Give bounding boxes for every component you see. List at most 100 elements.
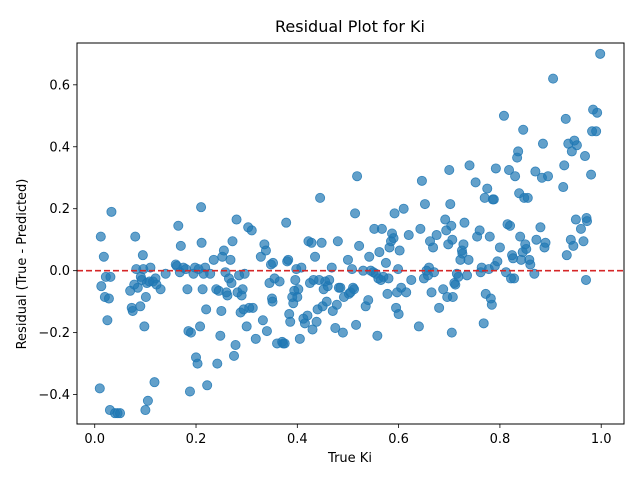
- scatter-point: [446, 220, 457, 231]
- scatter-point: [490, 163, 501, 174]
- scatter-point: [428, 242, 439, 253]
- scatter-point: [95, 231, 106, 242]
- scatter-point: [331, 299, 342, 310]
- scatter-point: [342, 254, 353, 265]
- scatter-point: [145, 262, 156, 273]
- scatter-point: [479, 192, 490, 203]
- scatter-point: [586, 169, 597, 180]
- scatter-point: [540, 237, 551, 248]
- scatter-point: [335, 282, 346, 293]
- scatter-point: [330, 322, 341, 333]
- y-axis-ticks: −0.4 −0.2 0.0 0.2 0.4 0.6: [38, 78, 77, 403]
- scatter-point: [513, 146, 524, 157]
- scatter-point: [488, 194, 499, 205]
- scatter-point: [537, 138, 548, 149]
- scatter-point: [140, 291, 151, 302]
- scatter-point: [474, 225, 485, 236]
- scatter-point: [195, 321, 206, 332]
- scatter-point: [257, 315, 268, 326]
- scatter-point: [230, 340, 241, 351]
- scatter-point: [446, 327, 457, 338]
- x-tick-label: 0.0: [84, 432, 105, 447]
- scatter-point: [509, 273, 520, 284]
- y-tick-label: 0.6: [49, 78, 70, 93]
- axes-background: [77, 43, 624, 424]
- scatter-point: [310, 251, 321, 262]
- scatter-point: [94, 383, 105, 394]
- scatter-point: [419, 199, 430, 210]
- scatter-point: [382, 288, 393, 299]
- scatter-point: [559, 160, 570, 171]
- scatter-point: [212, 358, 223, 369]
- scatter-point: [478, 318, 489, 329]
- scatter-point: [434, 302, 445, 313]
- scatter-point: [347, 264, 358, 275]
- scatter-point: [241, 321, 252, 332]
- scatter-point: [505, 220, 516, 231]
- scatter-point: [222, 290, 233, 301]
- scatter-point: [173, 220, 184, 231]
- scatter-point: [296, 262, 307, 273]
- scatter-point: [155, 284, 166, 295]
- scatter-point: [215, 330, 226, 341]
- scatter-point: [484, 231, 495, 242]
- scatter-point: [137, 250, 148, 261]
- scatter-point: [250, 333, 261, 344]
- scatter-point: [261, 326, 272, 337]
- y-tick-label: 0.0: [49, 264, 70, 279]
- scatter-point: [267, 296, 278, 307]
- scatter-point: [364, 251, 375, 262]
- scatter-point: [374, 247, 385, 258]
- scatter-point: [132, 282, 143, 293]
- scatter-point: [352, 171, 363, 182]
- scatter-point: [498, 110, 509, 121]
- scatter-point: [285, 316, 296, 327]
- scatter-point: [372, 330, 383, 341]
- scatter-point: [492, 256, 503, 267]
- x-tick-label: 0.6: [388, 432, 409, 447]
- scatter-point: [326, 262, 337, 273]
- scatter-point: [525, 259, 536, 270]
- scatter-point: [510, 171, 521, 182]
- scatter-point: [464, 160, 475, 171]
- scatter-point: [332, 236, 343, 247]
- chart-title: Residual Plot for Ki: [275, 17, 425, 36]
- x-tick-label: 1.0: [591, 432, 612, 447]
- scatter-point: [470, 177, 481, 188]
- scatter-point: [413, 321, 424, 332]
- scatter-point: [351, 319, 362, 330]
- scatter-point: [578, 236, 589, 247]
- scatter-point: [494, 242, 505, 253]
- scatter-point: [274, 276, 285, 287]
- scatter-point: [197, 284, 208, 295]
- scatter-point: [515, 231, 526, 242]
- scatter-point: [98, 251, 109, 262]
- scatter-point: [105, 271, 116, 282]
- scatter-point: [521, 243, 532, 254]
- scatter-point: [182, 284, 193, 295]
- scatter-point: [115, 408, 126, 419]
- scatter-point: [185, 327, 196, 338]
- scatter-point: [260, 245, 271, 256]
- scatter-point: [389, 208, 400, 219]
- scatter-point: [447, 234, 458, 245]
- scatter-point: [522, 192, 533, 203]
- scatter-point: [398, 203, 409, 214]
- scatter-point: [591, 126, 602, 137]
- scatter-point: [237, 284, 248, 295]
- scatter-point: [130, 231, 141, 242]
- points-layer: [94, 48, 606, 419]
- scatter-point: [306, 237, 317, 248]
- scatter-point: [458, 239, 469, 250]
- scatter-point: [363, 295, 374, 306]
- x-tick-label: 0.8: [490, 432, 511, 447]
- scatter-point: [227, 236, 238, 247]
- scatter-point: [429, 267, 440, 278]
- scatter-point: [453, 271, 464, 282]
- scatter-point: [140, 405, 151, 416]
- scatter-point: [281, 217, 292, 228]
- scatter-point: [444, 164, 455, 175]
- scatter-point: [96, 281, 107, 292]
- scatter-point: [543, 171, 554, 182]
